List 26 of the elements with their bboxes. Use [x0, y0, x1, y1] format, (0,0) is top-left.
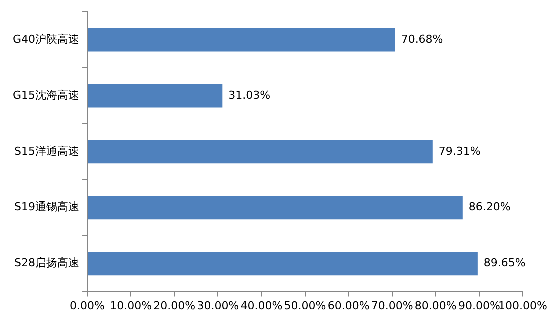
y-tick-label: S15洋通高速	[14, 144, 80, 158]
data-label: 86.20%	[468, 200, 511, 214]
bar	[88, 196, 463, 220]
x-tick-label: 80.00%	[414, 299, 457, 312]
data-label: 31.03%	[228, 88, 271, 102]
x-tick-label: 30.00%	[197, 299, 240, 312]
y-tick-label: S28启扬高速	[14, 256, 80, 270]
data-label: 79.31%	[438, 144, 481, 158]
x-tick-label: 50.00%	[284, 299, 326, 312]
bar	[88, 28, 396, 52]
y-tick-label: S19通锡高速	[14, 200, 80, 214]
y-tick-label: G15沈海高速	[12, 88, 80, 102]
bar	[88, 140, 433, 164]
x-tick-label: 90.00%	[458, 299, 500, 312]
x-tick-label: 20.00%	[154, 299, 196, 312]
x-tick-label: 100.00%	[498, 299, 548, 312]
y-tick-label: G40沪陕高速	[12, 32, 80, 46]
data-label: 70.68%	[401, 32, 444, 46]
x-tick-label: 0.00%	[70, 299, 105, 312]
data-label: 89.65%	[484, 256, 526, 270]
x-tick-label: 60.00%	[328, 299, 370, 312]
x-tick-label: 40.00%	[240, 299, 283, 312]
bar	[88, 252, 478, 276]
x-tick-label: 70.00%	[371, 299, 414, 312]
bar	[88, 84, 223, 108]
x-tick-label: 10.00%	[110, 299, 152, 312]
